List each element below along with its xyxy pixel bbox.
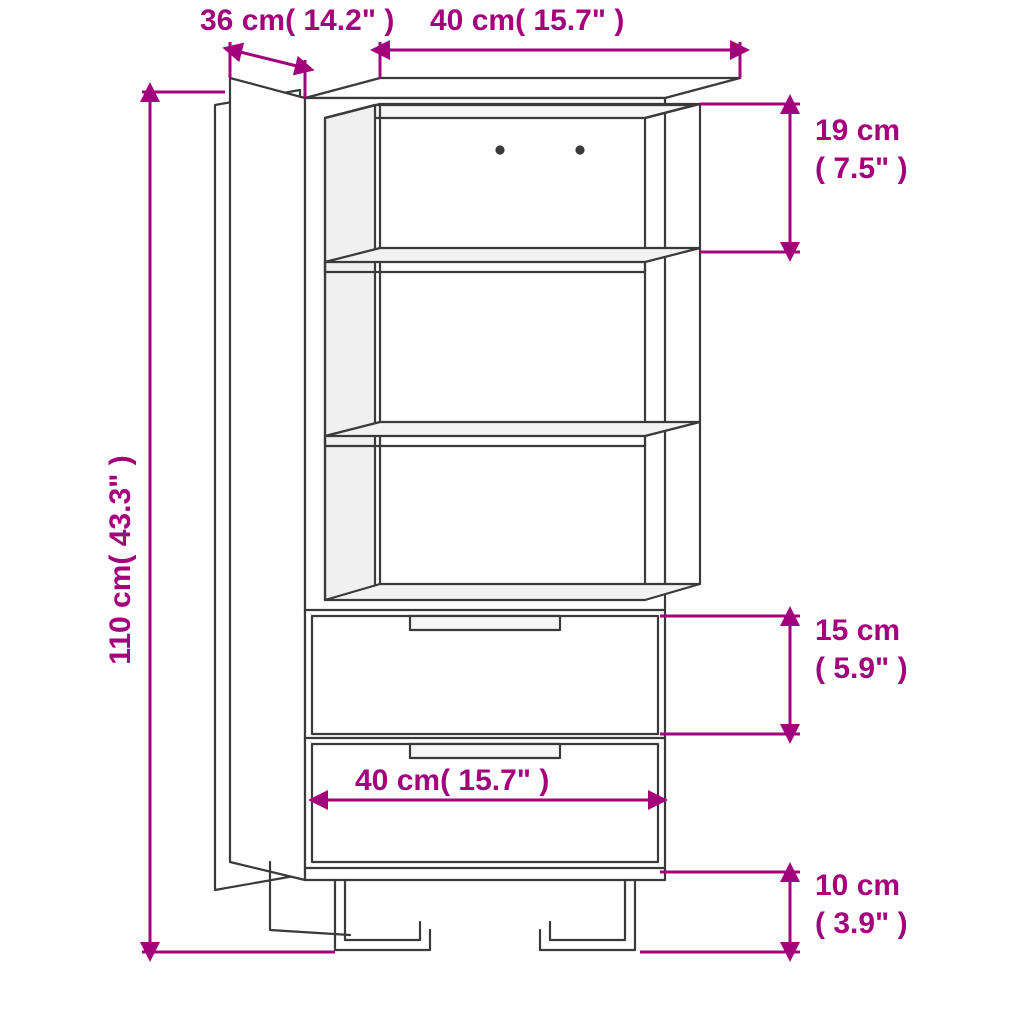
dim-drawer: 15 cm ( 5.9" ) — [660, 614, 908, 734]
svg-text:110 cm( 43.3" ): 110 cm( 43.3" ) — [104, 455, 137, 664]
svg-text:( 5.9" ): ( 5.9" ) — [815, 652, 908, 685]
svg-text:36 cm( 14.2" ): 36 cm( 14.2" ) — [200, 4, 394, 37]
cabinet — [230, 78, 740, 950]
dim-width: 40 cm( 15.7" ) — [380, 4, 740, 78]
svg-text:10 cm: 10 cm — [815, 869, 900, 902]
svg-text:( 7.5" ): ( 7.5" ) — [815, 152, 908, 185]
dim-leg: 10 cm ( 3.9" ) — [640, 869, 908, 952]
svg-text:19 cm: 19 cm — [815, 114, 900, 147]
svg-text:( 3.9" ): ( 3.9" ) — [815, 907, 908, 940]
svg-text:40 cm( 15.7" ): 40 cm( 15.7" ) — [355, 764, 549, 797]
svg-text:40 cm( 15.7" ): 40 cm( 15.7" ) — [430, 4, 624, 37]
svg-text:15 cm: 15 cm — [815, 614, 900, 647]
dim-shelf: 19 cm ( 7.5" ) — [700, 104, 908, 252]
